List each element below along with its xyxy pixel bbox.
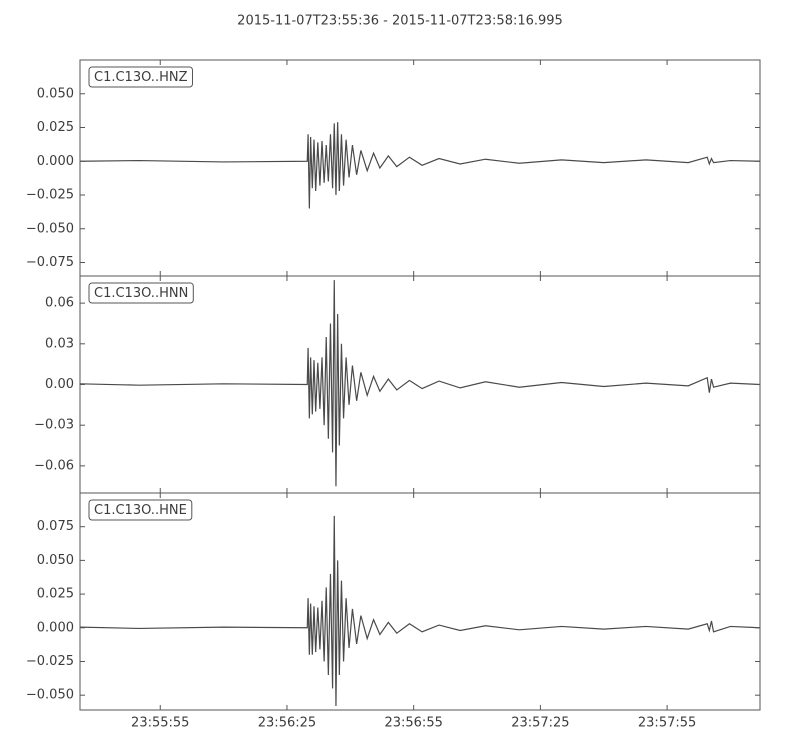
x-tick-label: 23:56:55	[384, 716, 442, 731]
axes-frame	[79, 492, 761, 711]
y-tick-label: 0.025	[37, 587, 74, 602]
y-tick-label: −0.06	[34, 458, 74, 473]
channel-label-box	[88, 282, 194, 304]
x-tick-label: 23:56:25	[258, 716, 316, 731]
y-tick-label: −0.025	[26, 654, 74, 669]
channel-label-box	[88, 66, 193, 88]
y-tick-label: 0.050	[37, 553, 74, 568]
y-tick-label: −0.050	[26, 221, 74, 236]
y-tick-label: 0.06	[45, 296, 74, 311]
waveform	[79, 280, 761, 487]
y-tick-label: −0.075	[26, 255, 74, 270]
y-tick-label: 0.000	[37, 154, 74, 169]
y-tick-label: 0.050	[37, 86, 74, 101]
channel-label-box	[88, 499, 193, 521]
axes-frame	[79, 59, 761, 277]
y-tick-label: −0.050	[26, 688, 74, 703]
x-tick-label: 23:57:25	[511, 716, 569, 731]
waveform	[79, 515, 761, 706]
x-tick-label: 23:57:55	[638, 716, 696, 731]
x-tick-label: 23:55:55	[131, 716, 189, 731]
y-tick-label: 0.000	[37, 620, 74, 635]
y-tick-label: 0.00	[45, 377, 74, 392]
channel-label: C1.C13O..HNE	[94, 503, 187, 518]
y-tick-label: −0.03	[34, 418, 74, 433]
y-tick-label: 0.03	[45, 336, 74, 351]
y-tick-label: 0.075	[37, 519, 74, 534]
figure-title: 2015-11-07T23:55:36 - 2015-11-07T23:58:1…	[237, 14, 563, 29]
channel-label: C1.C13O..HNZ	[94, 70, 188, 85]
channel-label: C1.C13O..HNN	[94, 286, 188, 301]
y-tick-label: 0.025	[37, 120, 74, 135]
y-tick-label: −0.025	[26, 188, 74, 203]
waveform	[79, 122, 761, 209]
